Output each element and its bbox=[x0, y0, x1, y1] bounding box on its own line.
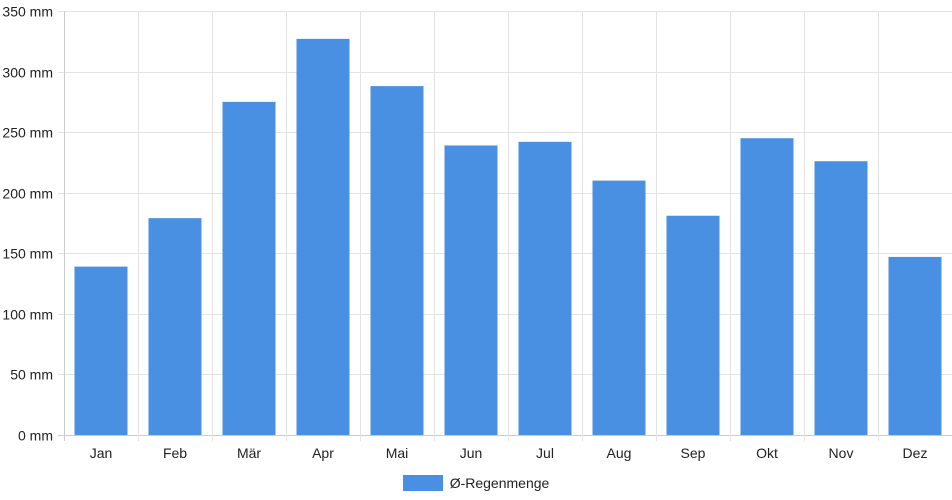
y-tick-label: 350 mm bbox=[2, 4, 53, 20]
x-tick-label: Feb bbox=[163, 445, 187, 461]
bar-sep[interactable] bbox=[666, 215, 720, 435]
bar-jan[interactable] bbox=[74, 266, 128, 435]
bar-nov[interactable] bbox=[814, 161, 868, 435]
grid-layer bbox=[58, 11, 952, 441]
x-tick-label: Jun bbox=[460, 445, 483, 461]
x-tick-label: Nov bbox=[829, 445, 854, 461]
bar-jun[interactable] bbox=[444, 145, 498, 435]
x-tick-label: Mär bbox=[237, 445, 261, 461]
y-tick-label: 300 mm bbox=[2, 65, 53, 81]
legend-swatch[interactable] bbox=[402, 475, 443, 491]
bar-mär[interactable] bbox=[222, 101, 276, 435]
y-tick-label: 50 mm bbox=[10, 367, 53, 383]
bar-chart-svg: 0 mm 50 mm 100 mm 150 mm 200 mm 250 mm 300 mm 3… bbox=[2, 4, 952, 462]
x-tick-label: Dez bbox=[903, 445, 928, 461]
y-tick-label: 150 mm bbox=[2, 246, 53, 262]
y-tick-label: 100 mm bbox=[2, 307, 53, 323]
axis-layer: 0 mm 50 mm 100 mm 150 mm 200 mm 250 mm 300 mm 3… bbox=[2, 4, 927, 462]
x-tick-label: Jan bbox=[90, 445, 113, 461]
x-tick-label: Mai bbox=[386, 445, 409, 461]
x-tick-label: Jul bbox=[536, 445, 554, 461]
legend[interactable]: Ø-Regenmenge bbox=[0, 472, 952, 494]
bar-apr[interactable] bbox=[296, 38, 350, 436]
bar-jul[interactable] bbox=[518, 141, 572, 435]
bar-feb[interactable] bbox=[148, 218, 202, 435]
y-tick-label: 200 mm bbox=[2, 186, 53, 202]
legend-label[interactable]: Ø-Regenmenge bbox=[449, 475, 550, 491]
bar-dez[interactable] bbox=[888, 256, 942, 435]
x-tick-label: Apr bbox=[312, 445, 334, 461]
y-tick-label: 0 mm bbox=[18, 428, 53, 444]
bar-layer bbox=[74, 38, 942, 436]
x-tick-label: Sep bbox=[681, 445, 706, 461]
x-tick-label: Aug bbox=[607, 445, 632, 461]
bar-okt[interactable] bbox=[740, 138, 794, 435]
x-tick-label: Okt bbox=[756, 445, 778, 461]
bar-mai[interactable] bbox=[370, 86, 424, 435]
bar-aug[interactable] bbox=[592, 180, 646, 435]
y-tick-label: 250 mm bbox=[2, 125, 53, 141]
